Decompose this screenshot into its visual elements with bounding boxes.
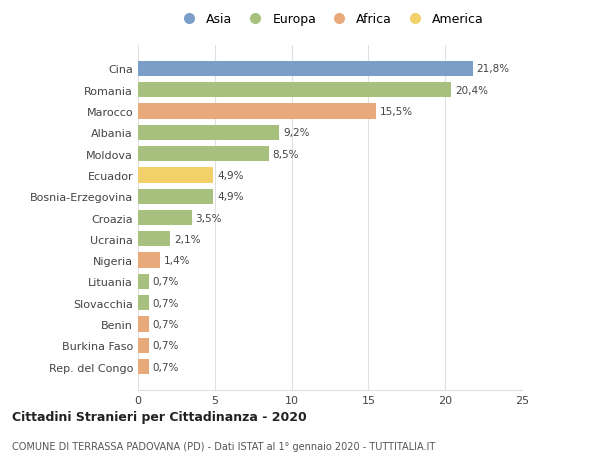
Text: 15,5%: 15,5% xyxy=(380,107,413,117)
Bar xyxy=(138,338,149,353)
Bar xyxy=(138,274,149,290)
Text: 0,7%: 0,7% xyxy=(152,319,179,329)
Text: 0,7%: 0,7% xyxy=(152,298,179,308)
Bar xyxy=(138,62,473,77)
Bar xyxy=(138,146,269,162)
Text: COMUNE DI TERRASSA PADOVANA (PD) - Dati ISTAT al 1° gennaio 2020 - TUTTITALIA.IT: COMUNE DI TERRASSA PADOVANA (PD) - Dati … xyxy=(12,441,435,451)
Text: 0,7%: 0,7% xyxy=(152,277,179,287)
Text: 4,9%: 4,9% xyxy=(217,170,244,180)
Text: 4,9%: 4,9% xyxy=(217,192,244,202)
Text: 1,4%: 1,4% xyxy=(163,256,190,266)
Bar xyxy=(138,232,170,247)
Bar xyxy=(138,168,213,183)
Bar xyxy=(138,104,376,119)
Bar xyxy=(138,359,149,375)
Text: Cittadini Stranieri per Cittadinanza - 2020: Cittadini Stranieri per Cittadinanza - 2… xyxy=(12,410,307,423)
Text: 3,5%: 3,5% xyxy=(196,213,222,223)
Legend: Asia, Europa, Africa, America: Asia, Europa, Africa, America xyxy=(173,11,487,29)
Text: 2,1%: 2,1% xyxy=(174,234,200,244)
Bar xyxy=(138,83,451,98)
Text: 21,8%: 21,8% xyxy=(476,64,510,74)
Text: 8,5%: 8,5% xyxy=(272,149,299,159)
Bar xyxy=(138,125,280,140)
Bar xyxy=(138,210,192,226)
Bar xyxy=(138,189,213,204)
Bar xyxy=(138,296,149,311)
Bar xyxy=(138,253,160,268)
Text: 0,7%: 0,7% xyxy=(152,362,179,372)
Text: 0,7%: 0,7% xyxy=(152,341,179,351)
Text: 20,4%: 20,4% xyxy=(455,85,488,95)
Text: 9,2%: 9,2% xyxy=(283,128,310,138)
Bar xyxy=(138,317,149,332)
